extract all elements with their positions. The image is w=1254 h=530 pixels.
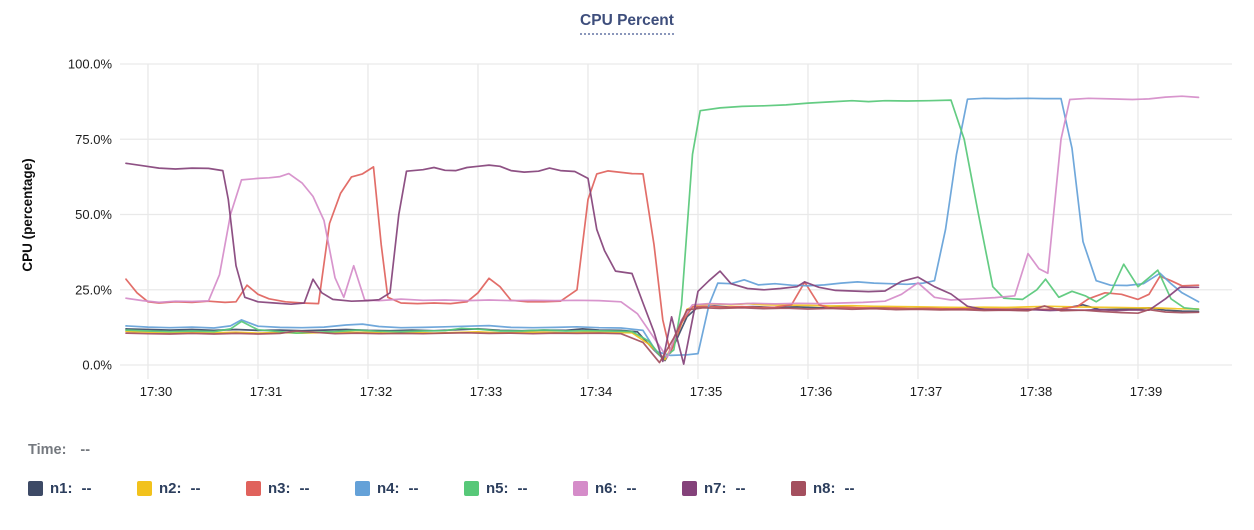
y-tick-label: 50.0%: [75, 207, 112, 222]
y-tick-label: 25.0%: [75, 282, 112, 297]
x-tick-label: 17:30: [140, 384, 173, 399]
x-tick-label: 17:36: [800, 384, 833, 399]
legend-swatch-n5: [464, 481, 479, 496]
legend-value-n3: --: [299, 480, 310, 497]
legend-label-n7: n7:: [704, 480, 727, 497]
chart-area[interactable]: 0.0% 25.0% 50.0% 75.0% 100.0% 17:30 17:31 17:32…: [0, 0, 1254, 412]
legend-label-n8: n8:: [813, 480, 836, 497]
legend-value-n6: --: [626, 480, 637, 497]
legend-swatch-n2: [137, 481, 152, 496]
x-tick-label: 17:31: [250, 384, 283, 399]
legend-item-n4[interactable]: n4: --: [355, 480, 464, 497]
legend-item-n7[interactable]: n7: --: [682, 480, 791, 497]
legend-swatch-n6: [573, 481, 588, 496]
page-title[interactable]: CPU Percent: [580, 12, 674, 35]
x-tick-label: 17:37: [910, 384, 943, 399]
legend-item-n5[interactable]: n5: --: [464, 480, 573, 497]
legend-value-n5: --: [517, 480, 528, 497]
x-tick-label: 17:33: [470, 384, 503, 399]
legend-swatch-n8: [791, 481, 806, 496]
legend-value-n8: --: [844, 480, 855, 497]
x-tick-label: 17:34: [580, 384, 613, 399]
x-tick-label: 17:39: [1130, 384, 1163, 399]
legend-item-n3[interactable]: n3: --: [246, 480, 355, 497]
legend-swatch-n4: [355, 481, 370, 496]
series-line-n8[interactable]: [125, 305, 1200, 364]
legend-value-n4: --: [408, 480, 419, 497]
legend-item-n1[interactable]: n1: --: [28, 480, 137, 497]
time-readout: Time: --: [28, 442, 90, 458]
legend-swatch-n1: [28, 481, 43, 496]
x-tick-label: 17:32: [360, 384, 393, 399]
y-axis-label: CPU (percentage): [20, 158, 35, 271]
time-value: --: [80, 442, 91, 458]
legend-label-n2: n2:: [159, 480, 182, 497]
x-tick-label: 17:38: [1020, 384, 1053, 399]
legend-label-n5: n5:: [486, 480, 509, 497]
series-line-n6[interactable]: [125, 95, 1200, 359]
legend-label-n4: n4:: [377, 480, 400, 497]
legend-swatch-n7: [682, 481, 697, 496]
legend-item-n6[interactable]: n6: --: [573, 480, 682, 497]
legend-label-n1: n1:: [50, 480, 73, 497]
legend-value-n2: --: [190, 480, 201, 497]
legend-item-n8[interactable]: n8: --: [791, 480, 900, 497]
legend-value-n1: --: [81, 480, 92, 497]
series-line-n4[interactable]: [125, 97, 1200, 357]
legend-label-n6: n6:: [595, 480, 618, 497]
series-line-n7[interactable]: [125, 162, 1200, 365]
y-tick-label: 75.0%: [75, 132, 112, 147]
legend-swatch-n3: [246, 481, 261, 496]
legend-label-n3: n3:: [268, 480, 291, 497]
series-line-n3[interactable]: [125, 166, 1200, 354]
time-label: Time:: [28, 442, 67, 458]
series-legend: n1: -- n2: -- n3: -- n4: -- n5: -- n6: -- n7: -- n8: --: [28, 480, 900, 497]
legend-value-n7: --: [735, 480, 746, 497]
x-tick-label: 17:35: [690, 384, 723, 399]
legend-item-n2[interactable]: n2: --: [137, 480, 246, 497]
y-tick-label: 0.0%: [82, 358, 112, 373]
chart-title-row: CPU Percent: [0, 12, 1254, 35]
y-tick-label: 100.0%: [68, 57, 113, 72]
